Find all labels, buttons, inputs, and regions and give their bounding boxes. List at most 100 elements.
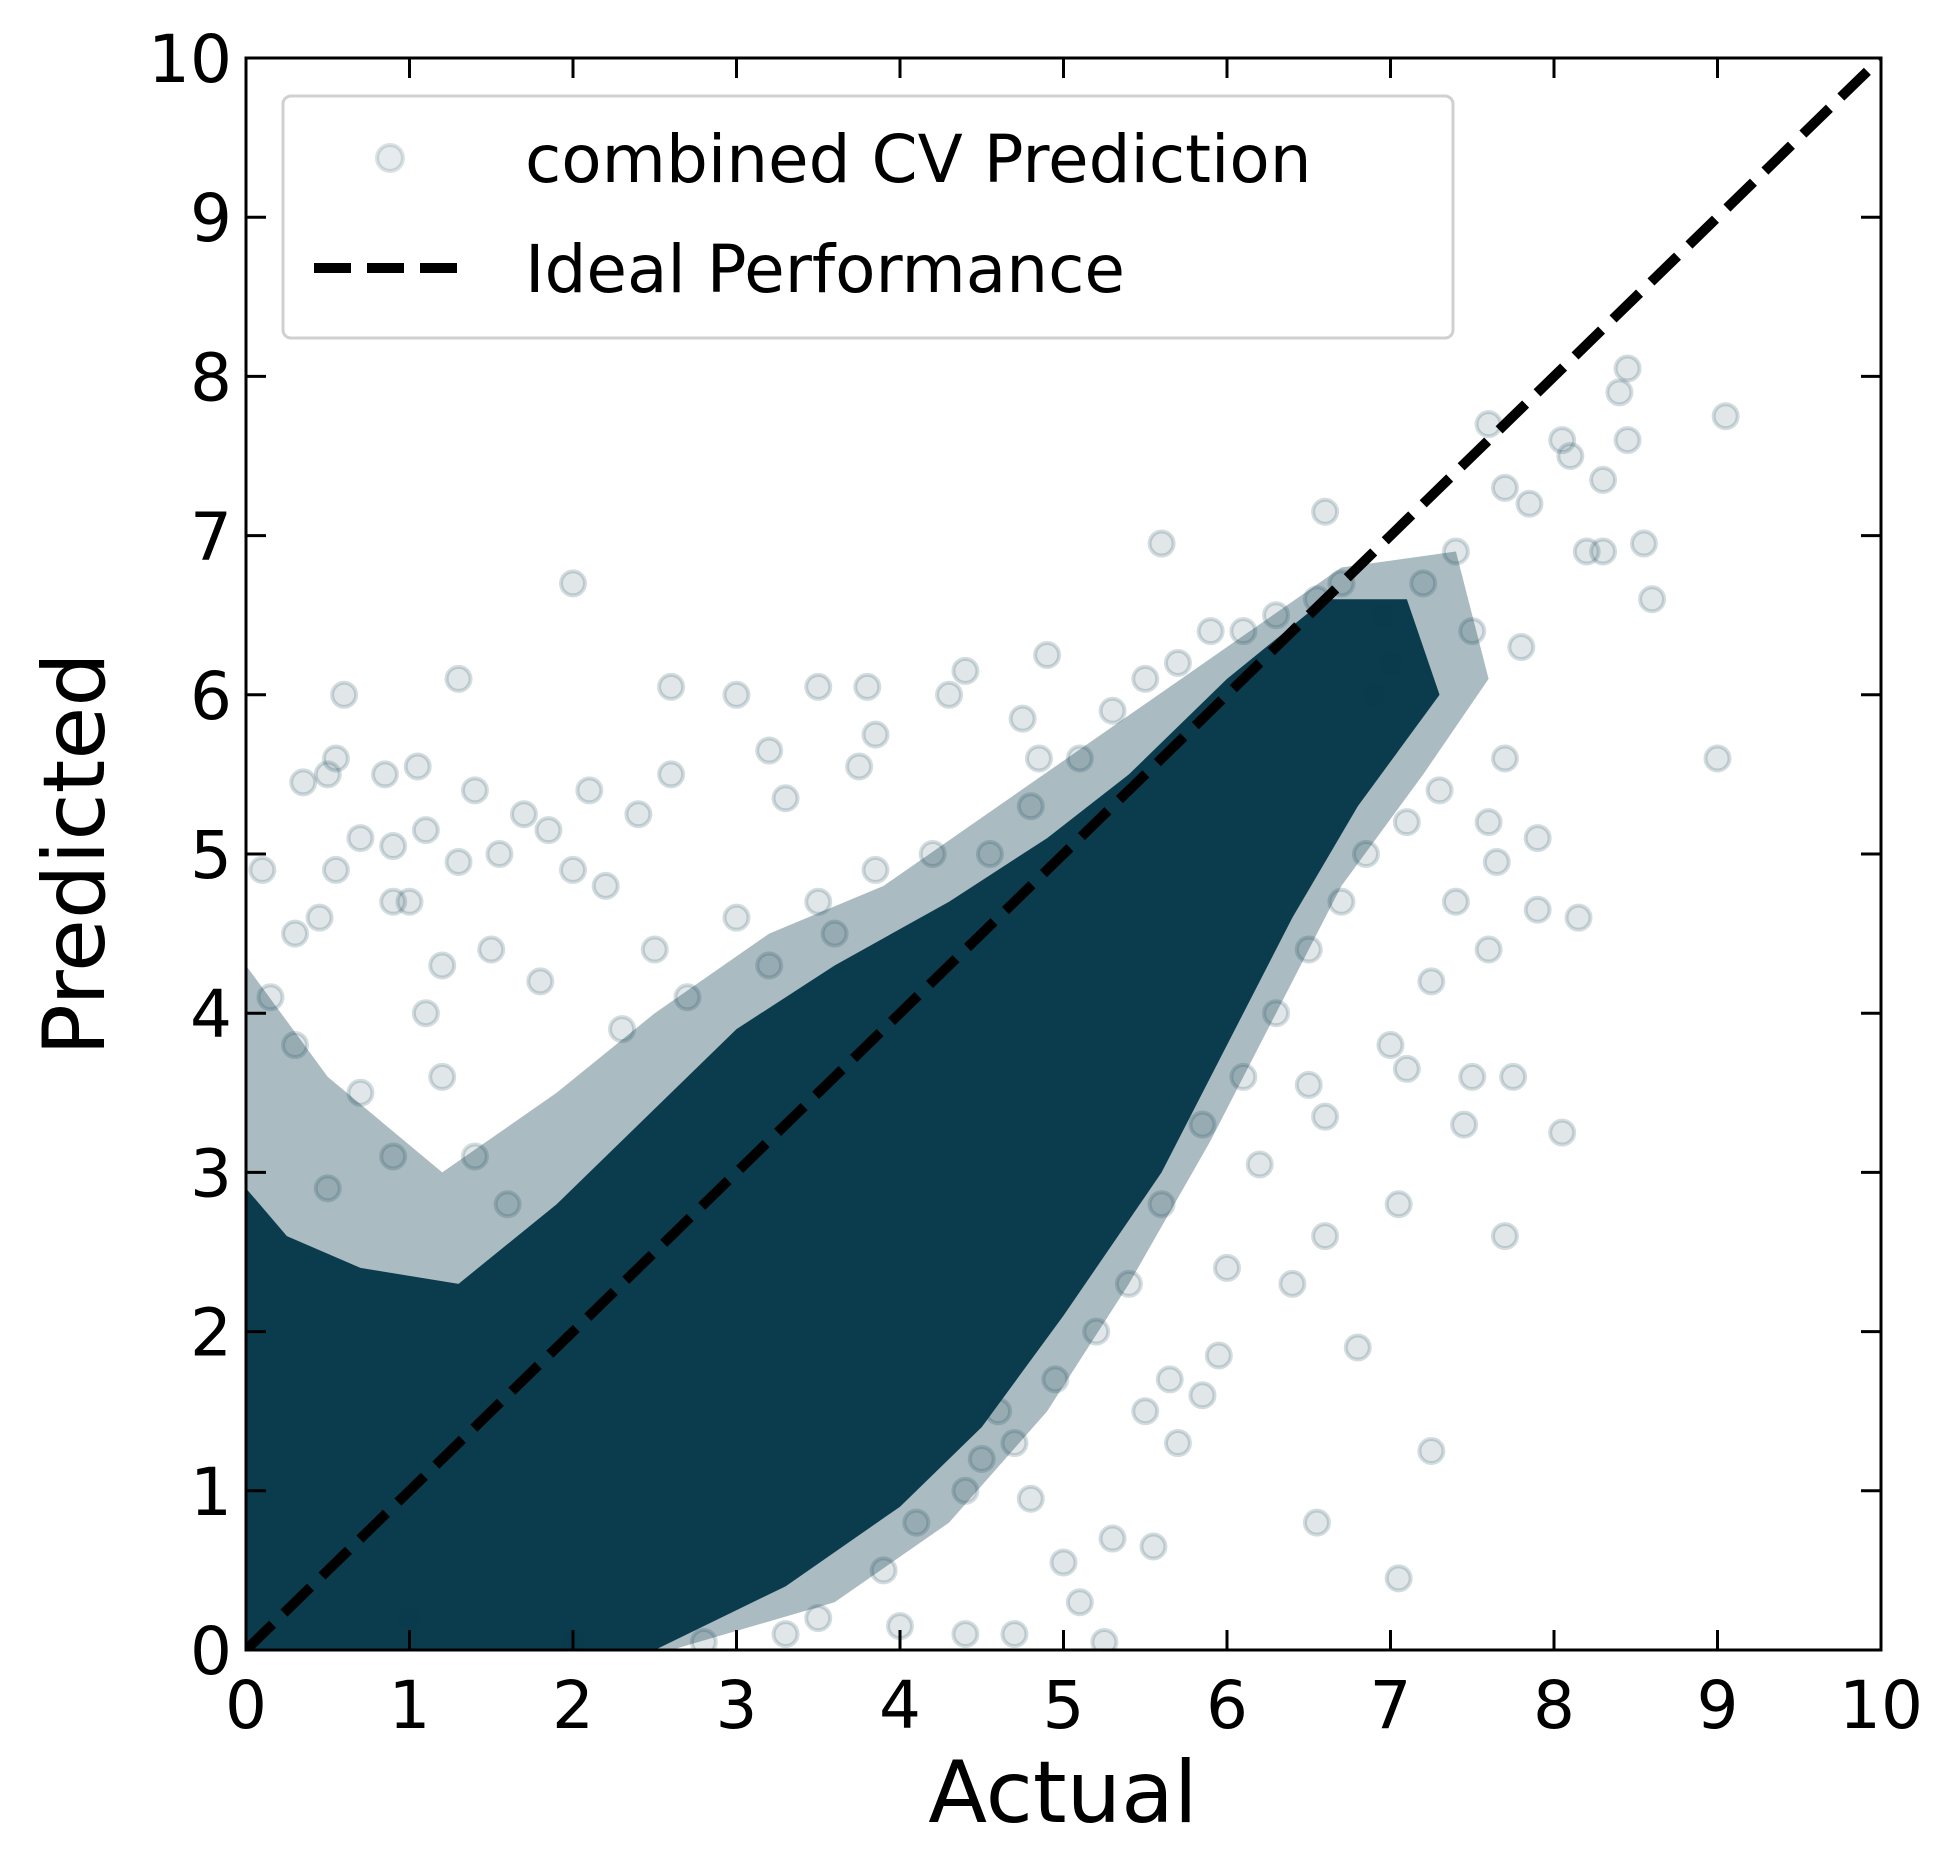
scatter-point: [526, 967, 555, 996]
scatter-point: [657, 672, 686, 701]
scatter-point: [1613, 354, 1642, 383]
scatter-point: [411, 999, 440, 1028]
scatter-point: [1629, 529, 1658, 558]
x-tick-label: 0: [225, 1667, 267, 1744]
scatter-point: [1499, 1062, 1528, 1091]
scatter-point: [1245, 1150, 1274, 1179]
scatter-point: [1474, 935, 1503, 964]
scatter-point: [1000, 1620, 1029, 1649]
scatter-point: [379, 832, 408, 861]
x-tick-label: 10: [1839, 1667, 1923, 1744]
scatter-point: [403, 752, 432, 781]
scatter-point: [1458, 1062, 1487, 1091]
scatter-point: [1229, 617, 1258, 646]
scatter-point: [951, 1620, 980, 1649]
scatter-point: [673, 983, 702, 1012]
scatter-point: [1548, 1118, 1577, 1147]
scatter-point: [918, 840, 947, 868]
scatter-point: [1351, 840, 1380, 868]
scatter-point: [1016, 792, 1045, 821]
scatter-point: [444, 847, 473, 876]
scatter-point: [1213, 1253, 1241, 1282]
scatter-point: [1147, 529, 1176, 558]
scatter-point: [534, 816, 563, 845]
scatter-point: [1311, 1222, 1340, 1251]
scatter-point: [1368, 601, 1397, 630]
scatter-point: [330, 680, 359, 709]
scatter-point: [321, 855, 350, 884]
scatter-point: [1523, 895, 1552, 924]
scatter-point: [984, 1397, 1013, 1426]
scatter-point: [1033, 641, 1062, 669]
scatter-point: [289, 768, 318, 797]
scatter-point: [1392, 1054, 1421, 1083]
scatter-point: [346, 1078, 375, 1107]
tick-labels: 0 1 2 3 4 5 6 7 8 9 10 0 1 2 3 4 5 6 7 8 9 10: [148, 21, 1923, 1744]
scatter-point: [804, 887, 833, 916]
scatter-point: [640, 935, 669, 964]
scatter-point: [861, 855, 890, 884]
scatter-point: [1564, 903, 1593, 932]
scatter-point: [1441, 537, 1470, 566]
scatter-point: [1523, 824, 1552, 853]
scatter-point: [1376, 648, 1405, 677]
legend: combined CV Prediction Ideal Performance: [281, 94, 1455, 340]
scatter-point: [1638, 585, 1667, 614]
scatter-point: [281, 1031, 310, 1060]
scatter-point: [1041, 1365, 1070, 1394]
scatter-point: [1605, 378, 1634, 407]
legend-label-scatter: combined CV Prediction: [525, 121, 1312, 198]
scatter-point: [1441, 887, 1470, 916]
scatter-point: [624, 800, 653, 829]
scatter-point: [1147, 1190, 1176, 1219]
scatter-point: [1000, 1429, 1029, 1458]
y-tick-label: 9: [190, 180, 232, 257]
scatter-point: [1311, 1102, 1340, 1131]
scatter-point: [559, 569, 587, 598]
scatter-point: [689, 1628, 718, 1650]
scatter-point: [820, 919, 849, 948]
scatter-point: [951, 656, 980, 685]
y-tick-label: 8: [190, 339, 232, 416]
scatter-points: [248, 354, 1740, 1650]
x-tick-label: 4: [879, 1667, 921, 1744]
scatter-point: [1188, 1110, 1217, 1139]
scatter-point: [1490, 744, 1519, 773]
scatter-point: [395, 1604, 424, 1633]
scatter-point: [804, 672, 833, 701]
scatter-point: [1114, 1269, 1143, 1298]
scatter-point: [1490, 1222, 1519, 1251]
scatter-point: [1196, 617, 1225, 646]
scatter-point: [1024, 744, 1053, 773]
scatter-point: [1556, 442, 1585, 470]
scatter-point: [902, 1508, 931, 1537]
scatter-point: [1082, 1317, 1111, 1346]
scatter-point: [869, 1556, 898, 1585]
scatter-point: [559, 855, 587, 884]
scatter-point: [861, 720, 890, 749]
scatter-point: [1163, 1429, 1192, 1458]
scatter-point: [1703, 744, 1732, 773]
scatter-point: [1474, 410, 1503, 439]
scatter-point: [1548, 426, 1577, 455]
scatter-point: [771, 784, 800, 813]
scatter-point: [1049, 1548, 1078, 1577]
scatter-point: [1482, 847, 1511, 876]
legend-box: [281, 94, 1455, 340]
scatter-point: [1507, 633, 1536, 662]
scatter-point: [1425, 776, 1454, 805]
scatter-point: [1376, 1031, 1405, 1060]
scatter-point: [722, 903, 751, 932]
x-tick-label: 5: [1043, 1667, 1085, 1744]
y-tick-label: 2: [190, 1295, 232, 1372]
scatter-point: [1589, 465, 1618, 494]
y-tick-label: 3: [190, 1135, 232, 1212]
x-tick-label: 6: [1206, 1667, 1248, 1744]
scatter-point: [281, 919, 310, 948]
scatter-point: [1343, 1333, 1372, 1362]
scatter-point: [379, 887, 408, 916]
scatter-point: [1188, 1381, 1217, 1410]
scatter-point: [256, 983, 285, 1012]
scatter-point: [755, 736, 784, 765]
